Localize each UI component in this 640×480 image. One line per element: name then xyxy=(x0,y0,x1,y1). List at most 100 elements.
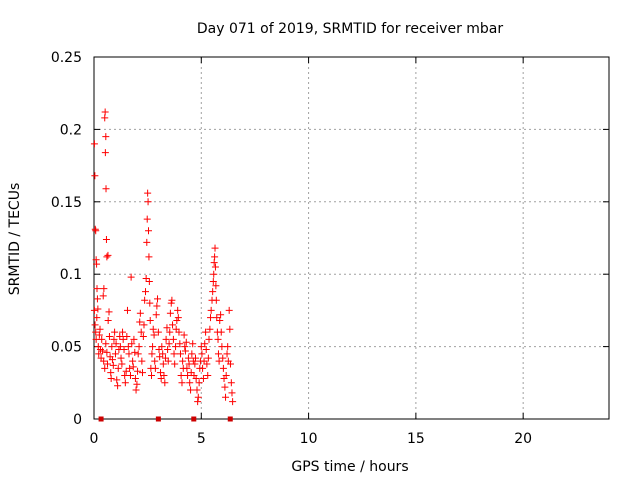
data-point xyxy=(192,374,200,382)
data-point xyxy=(215,357,223,365)
data-point xyxy=(127,273,135,281)
data-point xyxy=(126,372,134,380)
data-point xyxy=(176,350,184,358)
data-point xyxy=(226,325,234,333)
data-point xyxy=(134,350,142,358)
data-point xyxy=(159,360,167,368)
data-point xyxy=(182,338,190,346)
data-point xyxy=(156,353,164,361)
data-point xyxy=(224,343,232,351)
data-point xyxy=(142,288,149,296)
data-point xyxy=(216,317,224,325)
data-point xyxy=(168,296,176,304)
data-point xyxy=(92,227,100,235)
data-point xyxy=(122,367,130,375)
chart-title: Day 071 of 2019, SRMTID for receiver mba… xyxy=(197,21,504,37)
data-point xyxy=(149,343,157,351)
data-point xyxy=(138,369,146,377)
data-point xyxy=(184,354,192,362)
data-point xyxy=(102,235,110,243)
x-axis-label: GPS time / hours xyxy=(291,459,408,475)
data-point xyxy=(207,306,215,314)
data-point xyxy=(94,305,102,313)
data-point xyxy=(93,285,101,293)
data-point xyxy=(146,317,154,325)
data-point xyxy=(148,372,156,380)
baseline-marker xyxy=(155,416,161,422)
data-point xyxy=(175,328,183,336)
data-point xyxy=(198,350,206,358)
data-point xyxy=(129,363,137,371)
data-point xyxy=(191,360,199,368)
data-point xyxy=(163,324,171,332)
data-point xyxy=(144,189,152,197)
data-point xyxy=(101,108,109,116)
data-point xyxy=(205,335,213,343)
data-point xyxy=(164,345,172,353)
data-point xyxy=(121,379,129,387)
data-point xyxy=(181,343,189,351)
data-point xyxy=(124,343,132,351)
data-point xyxy=(229,398,237,406)
data-point xyxy=(191,354,199,362)
data-point xyxy=(212,296,220,304)
data-point xyxy=(114,364,122,372)
data-point xyxy=(109,361,117,369)
data-point xyxy=(210,270,218,278)
y-tick-label: 0.05 xyxy=(51,340,82,356)
data-point xyxy=(186,379,194,387)
data-point xyxy=(151,357,159,365)
data-point xyxy=(118,360,126,368)
data-point xyxy=(226,360,234,368)
data-point xyxy=(90,306,98,314)
data-point xyxy=(193,386,201,394)
data-point xyxy=(96,325,104,333)
data-point xyxy=(136,318,144,326)
data-point xyxy=(148,350,156,358)
data-point xyxy=(143,238,151,246)
data-point xyxy=(138,357,146,365)
data-point xyxy=(126,364,134,372)
data-point xyxy=(217,311,225,319)
data-point xyxy=(142,275,150,283)
data-point xyxy=(136,309,144,317)
data-point xyxy=(144,198,152,206)
data-point xyxy=(95,331,103,339)
data-point xyxy=(204,372,212,380)
data-point xyxy=(183,364,191,372)
data-point xyxy=(153,302,161,310)
data-point xyxy=(93,260,101,268)
data-point xyxy=(91,321,99,329)
data-point xyxy=(221,383,229,391)
data-point xyxy=(141,296,149,304)
data-point xyxy=(194,393,202,401)
data-point xyxy=(95,350,103,358)
data-point xyxy=(172,343,180,351)
data-point xyxy=(100,285,108,293)
data-point xyxy=(222,372,230,380)
data-point xyxy=(214,350,222,358)
data-point xyxy=(227,379,235,387)
data-point xyxy=(203,360,211,368)
data-point xyxy=(206,325,214,333)
y-tick-label: 0.2 xyxy=(60,122,82,138)
data-point xyxy=(116,343,124,351)
y-tick-label: 0 xyxy=(73,412,82,428)
data-point xyxy=(167,299,175,307)
data-point xyxy=(104,251,112,259)
data-point xyxy=(145,253,153,261)
data-point xyxy=(174,306,182,314)
data-point xyxy=(225,306,233,314)
data-point xyxy=(181,347,189,355)
data-point xyxy=(171,360,179,368)
data-point xyxy=(169,321,177,329)
data-point xyxy=(211,244,219,252)
y-axis-label: SRMTID / TECUs xyxy=(7,183,23,296)
data-point xyxy=(102,185,110,193)
baseline-markers xyxy=(98,416,233,422)
data-point xyxy=(180,331,188,339)
data-point xyxy=(120,345,128,353)
data-point xyxy=(154,328,162,336)
data-point xyxy=(108,356,116,364)
